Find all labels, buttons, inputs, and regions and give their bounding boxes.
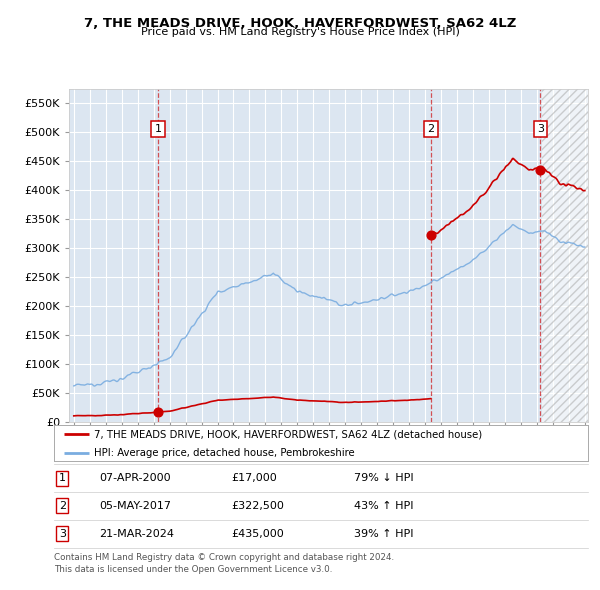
Text: 7, THE MEADS DRIVE, HOOK, HAVERFORDWEST, SA62 4LZ: 7, THE MEADS DRIVE, HOOK, HAVERFORDWEST,… bbox=[84, 17, 516, 30]
Text: £322,500: £322,500 bbox=[231, 501, 284, 511]
Text: £17,000: £17,000 bbox=[231, 473, 277, 483]
Text: 21-MAR-2024: 21-MAR-2024 bbox=[99, 529, 174, 539]
Text: 2: 2 bbox=[59, 501, 66, 511]
Point bbox=[426, 230, 436, 240]
Text: Contains HM Land Registry data © Crown copyright and database right 2024.: Contains HM Land Registry data © Crown c… bbox=[54, 553, 394, 562]
Bar bbox=[542, 88, 593, 422]
Text: 3: 3 bbox=[59, 529, 66, 539]
Text: 43% ↑ HPI: 43% ↑ HPI bbox=[354, 501, 413, 511]
Point bbox=[153, 407, 163, 417]
Point bbox=[536, 165, 545, 175]
Text: 39% ↑ HPI: 39% ↑ HPI bbox=[354, 529, 413, 539]
Text: 7, THE MEADS DRIVE, HOOK, HAVERFORDWEST, SA62 4LZ (detached house): 7, THE MEADS DRIVE, HOOK, HAVERFORDWEST,… bbox=[94, 430, 482, 440]
Text: This data is licensed under the Open Government Licence v3.0.: This data is licensed under the Open Gov… bbox=[54, 565, 332, 574]
Text: Price paid vs. HM Land Registry's House Price Index (HPI): Price paid vs. HM Land Registry's House … bbox=[140, 27, 460, 37]
Text: HPI: Average price, detached house, Pembrokeshire: HPI: Average price, detached house, Pemb… bbox=[94, 448, 355, 458]
Text: 3: 3 bbox=[537, 124, 544, 134]
Text: 79% ↓ HPI: 79% ↓ HPI bbox=[354, 473, 413, 483]
Text: 2: 2 bbox=[427, 124, 434, 134]
Text: 1: 1 bbox=[59, 473, 66, 483]
Text: 07-APR-2000: 07-APR-2000 bbox=[99, 473, 170, 483]
Text: 05-MAY-2017: 05-MAY-2017 bbox=[99, 501, 171, 511]
Text: 1: 1 bbox=[154, 124, 161, 134]
Text: £435,000: £435,000 bbox=[231, 529, 284, 539]
